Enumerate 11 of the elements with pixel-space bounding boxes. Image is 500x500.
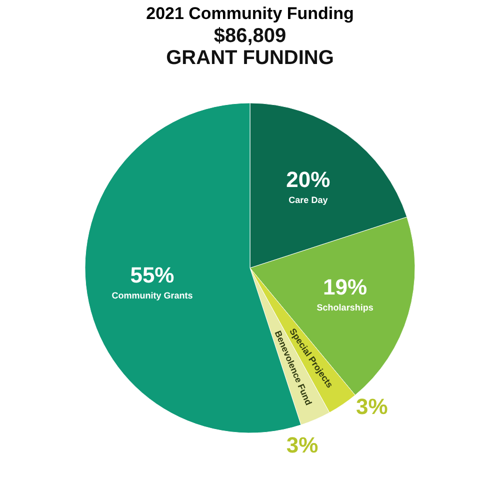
slice-label: Community Grants (112, 290, 193, 300)
data-label: 20% (286, 166, 330, 192)
data-label: 3% (286, 432, 318, 458)
chart-title: 2021 Community Funding (146, 4, 354, 23)
text: $86,809 (214, 25, 286, 47)
data-label: 55% (130, 262, 174, 288)
slice-label: Scholarships (316, 302, 374, 313)
data-label: 19% (323, 274, 368, 300)
slice-label: Care Day (288, 194, 328, 205)
chart-subtitle: GRANT FUNDING (166, 47, 334, 69)
data-label: 3% (356, 394, 388, 420)
